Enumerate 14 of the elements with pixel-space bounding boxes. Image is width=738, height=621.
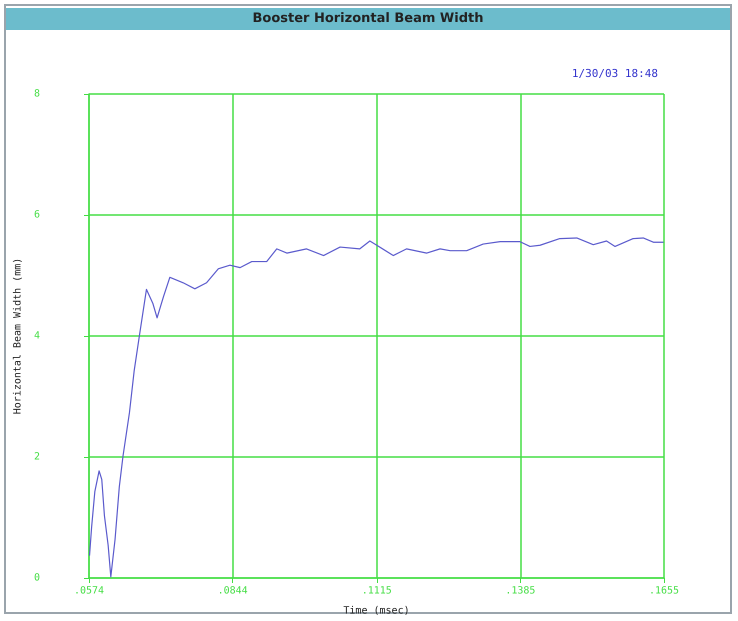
x-tick-label: .0844 (218, 586, 248, 596)
x-tick-label: .1115 (362, 586, 392, 596)
y-tick-label: 6 (34, 210, 40, 220)
y-tick-label: 4 (34, 330, 40, 342)
text: 1/30/03 18:48 (572, 67, 658, 80)
x-axis-title: Time (msec) (343, 606, 410, 616)
y-tick-label: 0 (34, 572, 40, 584)
y-tick-label: 8 (34, 88, 40, 100)
x-tick-label: .1655 (648, 586, 680, 596)
y-tick-label: 2 (34, 452, 40, 462)
x-tick-label: .1385 (505, 586, 536, 596)
y-axis-title: Horizontal Beam Width (mm) (12, 258, 24, 414)
x-tick-label: .0574 (74, 586, 104, 596)
chart-title: Booster Horizontal Beam Width (6, 8, 730, 30)
